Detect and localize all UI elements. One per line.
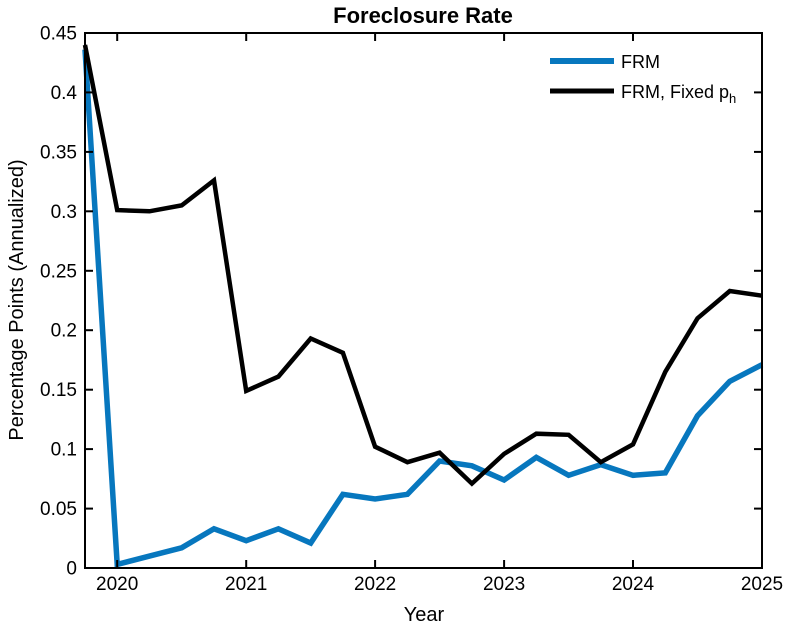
y-axis-label: Percentage Points (Annualized) — [6, 159, 28, 440]
series-line-frm — [82, 49, 764, 568]
legend-label-frm-fixed-ph: FRM, Fixed ph — [621, 82, 736, 106]
y-tick-label: 0.35 — [40, 142, 77, 163]
tick-labels: 2020 2021 2022 2023 2024 2025 0 0.05 0.1 0.15 0.2 0… — [40, 24, 783, 596]
y-tick-label: 0.1 — [51, 440, 77, 461]
legend: FRM FRM, Fixed ph — [550, 52, 736, 106]
x-tick-label: 2024 — [612, 574, 655, 595]
y-tick-label: 0.4 — [51, 83, 78, 104]
plot-frame — [84, 32, 763, 569]
axes-frame — [84, 32, 763, 569]
legend-label-frm-fixed-ph-subscript: h — [729, 91, 736, 106]
x-axis-label: Year — [404, 604, 445, 626]
y-tick-label: 0.3 — [51, 202, 77, 223]
x-tick-label: 2021 — [225, 574, 267, 595]
legend-label-frm-fixed-ph-main: FRM, Fixed p — [621, 82, 729, 102]
x-tick-label: 2023 — [483, 574, 525, 595]
chart-title: Foreclosure Rate — [333, 3, 513, 28]
y-tick-label: 0.2 — [51, 321, 77, 342]
series-lines — [82, 44, 764, 568]
series-line-frm-fixed-ph — [82, 44, 763, 487]
y-tick-label: 0.45 — [40, 24, 77, 45]
y-tick-label: 0.25 — [40, 261, 77, 282]
x-tick-label: 2020 — [96, 574, 138, 595]
legend-label-frm: FRM — [621, 52, 660, 72]
y-tick-label: 0.15 — [40, 380, 77, 401]
x-tick-label: 2025 — [741, 574, 783, 595]
y-tick-label: 0 — [66, 559, 77, 580]
x-tick-label: 2022 — [354, 574, 396, 595]
y-tick-label: 0.05 — [40, 499, 77, 520]
